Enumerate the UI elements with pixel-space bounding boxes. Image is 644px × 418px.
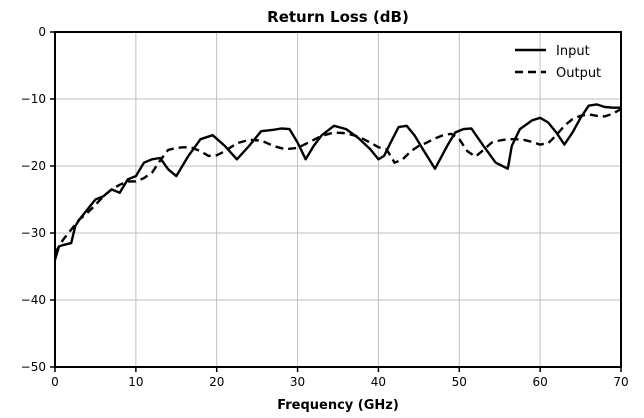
y-tick-label: −30 [21, 226, 46, 240]
x-tick-label: 60 [533, 375, 548, 389]
x-tick-label: 40 [371, 375, 386, 389]
tick-labels: 0 10 20 30 40 50 60 70 0 −10 −20 −30 −40 −50 [21, 25, 629, 389]
plot-frame [54, 31, 622, 368]
series-line-input [53, 103, 621, 261]
x-tick-label: 10 [128, 375, 143, 389]
y-tick-label: −40 [21, 293, 46, 307]
x-tick-label: 50 [452, 375, 467, 389]
y-tick-label: −50 [21, 360, 46, 374]
legend-label-output: Output [556, 66, 601, 81]
legend-label-input: Input [556, 44, 590, 59]
y-tick-label: −10 [21, 92, 46, 106]
series-layer [53, 103, 622, 261]
x-axis-label: Frequency (GHz) [277, 398, 399, 413]
grid [54, 31, 622, 368]
x-tick-label: 30 [290, 375, 305, 389]
series-line-output [53, 107, 622, 254]
x-tick-label: 70 [613, 375, 628, 389]
y-tick-label: 0 [38, 25, 46, 39]
chart-title: Return Loss (dB) [267, 8, 409, 26]
x-tick-label: 20 [209, 375, 224, 389]
legend: Input Output [515, 44, 601, 81]
y-tick-label: −20 [21, 159, 46, 173]
x-tick-label: 0 [51, 375, 59, 389]
